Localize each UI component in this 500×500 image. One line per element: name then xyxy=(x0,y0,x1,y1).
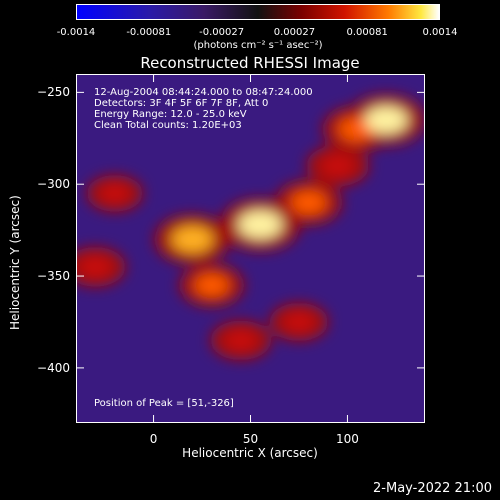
heat-region-core xyxy=(171,226,213,253)
y-tick-label: −300 xyxy=(37,177,70,192)
plot-area xyxy=(76,74,425,423)
heat-region-core xyxy=(290,190,327,215)
heat-region-core xyxy=(364,106,408,134)
image-annotation-line: Detectors: 3F 4F 5F 6F 7F 8F, Att 0 xyxy=(94,98,269,109)
heat-region-core xyxy=(283,311,314,332)
colorbar-tick-label: 0.00027 xyxy=(273,27,316,38)
heat-region-core xyxy=(225,329,257,351)
image-annotation-line: Energy Range: 12.0 - 25.0 keV xyxy=(94,109,247,120)
image-annotation-line: Clean Total counts: 1.20E+03 xyxy=(94,120,242,131)
peak-label: Position of Peak = [51,-326] xyxy=(94,398,234,409)
colorbar-tick-label: 0.0014 xyxy=(422,27,458,38)
y-tick-label: −400 xyxy=(37,360,70,375)
y-axis-label: Heliocentric Y (arcsec) xyxy=(8,195,22,330)
chart-title: Reconstructed RHESSI Image xyxy=(140,54,360,72)
timestamp: 2-May-2022 21:00 xyxy=(373,481,492,496)
colorbar-tick-label: 0.00081 xyxy=(346,27,388,38)
heat-region-core xyxy=(194,274,229,297)
y-tick-label: −250 xyxy=(37,85,70,100)
x-axis-label: Heliocentric X (arcsec) xyxy=(182,446,318,460)
heat-region-core xyxy=(321,155,355,177)
colorbar-tick-label: -0.00027 xyxy=(199,27,245,38)
heat-region-core xyxy=(238,210,283,239)
x-tick-label: 100 xyxy=(335,432,359,446)
x-tick-label: 50 xyxy=(242,432,259,446)
y-tick-label: −350 xyxy=(37,269,70,284)
image-annotation-line: 12-Aug-2004 08:44:24.000 to 08:47:24.000 xyxy=(94,87,313,98)
heat-region-core xyxy=(100,183,130,203)
colorbar-unit: (photons cm⁻² s⁻¹ asec⁻²) xyxy=(193,40,323,51)
heat-region-core xyxy=(79,256,112,278)
colorbar-tick-label: -0.0014 xyxy=(56,27,96,38)
x-tick-label: 0 xyxy=(149,432,158,446)
colorbar-tick-label: -0.00081 xyxy=(126,27,172,38)
colorbar xyxy=(76,4,440,20)
